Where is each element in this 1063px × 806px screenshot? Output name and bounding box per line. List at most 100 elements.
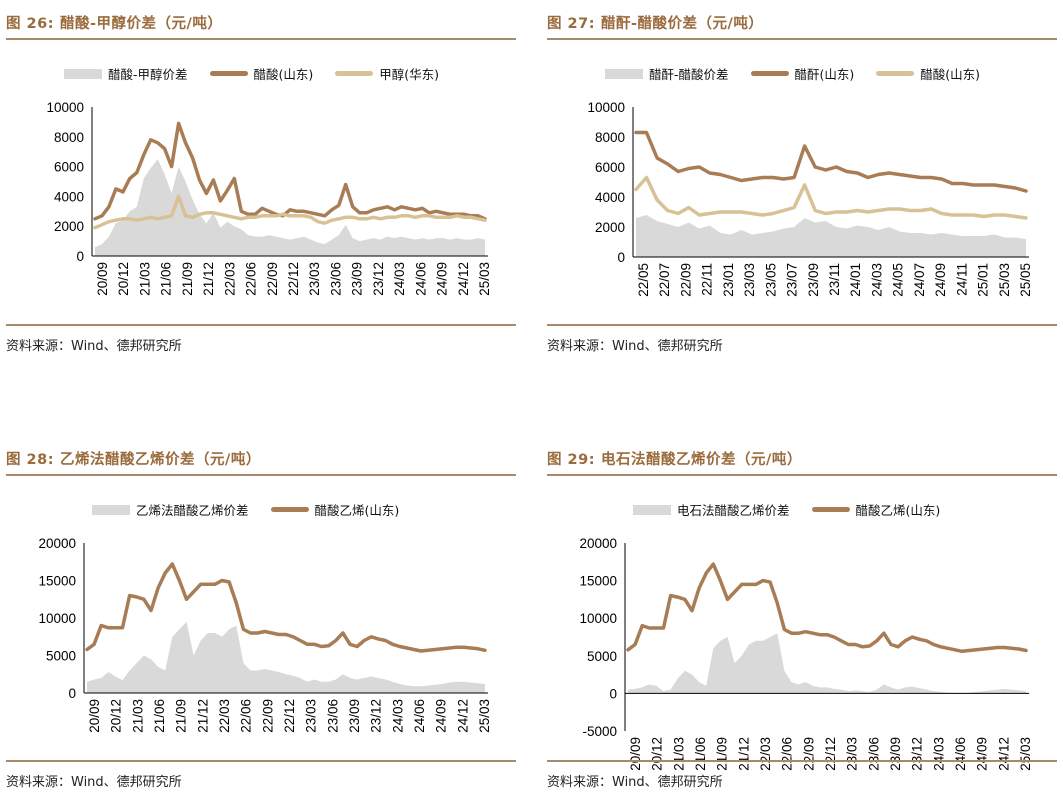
x-tick-label: 21/12	[195, 699, 210, 733]
figure-number: 图 29:	[547, 452, 596, 468]
legend-swatch	[811, 507, 850, 512]
x-tick-label: 24/09	[975, 737, 990, 771]
x-tick-label: 24/03	[390, 699, 405, 733]
series-area-醋酸-甲醇价差	[95, 159, 485, 256]
bottom-rule	[6, 760, 516, 762]
x-tick-label: 22/11	[700, 263, 715, 296]
legend-label: 电石法醋酸乙烯价差	[677, 503, 790, 518]
legend-label: 醋酸-甲醇价差	[108, 67, 188, 82]
x-tick-label: 25/03	[477, 699, 492, 733]
x-tick-label: 21/03	[137, 262, 152, 296]
x-tick-label: 25/03	[1018, 737, 1033, 771]
legend-label: 乙烯法醋酸乙烯价差	[136, 503, 249, 518]
x-tick-label: 20/09	[628, 737, 643, 771]
figure-title: 图 28: 乙烯法醋酸乙烯价差（元/吨）	[6, 448, 261, 469]
y-tick-label: 0	[68, 686, 76, 701]
x-tick-label: 21/06	[693, 737, 708, 771]
x-tick-label: 24/12	[996, 737, 1011, 771]
x-tick-label: 22/05	[636, 263, 651, 297]
x-tick-label: 23/07	[785, 263, 800, 297]
legend-item: 醋酐-醋酸价差	[605, 64, 729, 83]
figure-caption: 电石法醋酸乙烯价差（元/吨）	[601, 452, 802, 468]
figure-caption: 醋酐-醋酸价差（元/吨）	[601, 16, 764, 32]
legend-swatch	[750, 71, 789, 76]
x-tick-label: 21/06	[152, 699, 167, 733]
x-tick-label: 20/12	[109, 699, 124, 733]
x-tick-label: 24/12	[456, 262, 471, 296]
x-tick-label: 22/06	[780, 737, 795, 771]
x-tick-label: 22/03	[217, 699, 232, 733]
x-tick-label: 20/12	[116, 262, 131, 296]
top-rule	[547, 38, 1057, 40]
y-tick-label: 4000	[595, 190, 625, 205]
x-tick-label: 24/09	[434, 699, 449, 733]
x-tick-label: 22/03	[758, 737, 773, 771]
legend-label: 醋酸乙烯(山东)	[855, 503, 941, 518]
y-tick-label: 10000	[587, 100, 625, 115]
x-tick-label: 21/03	[671, 737, 686, 771]
legend-item: 甲醇(华东)	[335, 64, 439, 83]
x-tick-label: 23/12	[369, 699, 384, 733]
legend-swatch	[92, 504, 130, 515]
chart-legend: 电石法醋酸乙烯价差 醋酸乙烯(山东)	[633, 500, 962, 519]
figure-panel-28: 图 28: 乙烯法醋酸乙烯价差（元/吨） 乙烯法醋酸乙烯价差 醋酸乙烯(山东) 0 5…	[6, 436, 516, 806]
x-tick-label: 23/12	[371, 262, 386, 296]
x-tick-label: 23/01	[721, 263, 736, 297]
series-line-甲醇(华东)	[93, 194, 487, 230]
series-line-醋酸(山东)	[93, 121, 487, 221]
legend-item: 醋酸-甲醇价差	[64, 64, 188, 83]
chart-legend: 醋酸-甲醇价差 醋酸(山东) 甲醇(华东)	[64, 64, 461, 83]
y-tick-label: 5000	[587, 649, 617, 664]
x-tick-label: 24/11	[954, 263, 969, 296]
legend-swatch	[876, 71, 915, 76]
x-tick-label: 20/09	[87, 699, 102, 733]
y-tick-label: 6000	[54, 160, 84, 175]
x-tick-label: 23/06	[866, 737, 881, 771]
legend-swatch	[64, 68, 102, 79]
x-tick-label: 22/03	[222, 262, 237, 296]
legend-swatch	[270, 507, 309, 512]
y-tick-label: 0	[609, 686, 617, 701]
x-tick-label: 24/06	[413, 262, 428, 296]
y-tick-label: 2000	[595, 220, 625, 235]
x-tick-label: 23/03	[304, 699, 319, 733]
x-tick-label: 23/09	[888, 737, 903, 771]
x-tick-label: 22/09	[260, 699, 275, 733]
y-tick-label: 8000	[595, 130, 625, 145]
x-tick-label: 22/09	[801, 737, 816, 771]
chart-legend: 乙烯法醋酸乙烯价差 醋酸乙烯(山东)	[92, 500, 421, 519]
y-tick-label: 20000	[38, 536, 76, 551]
x-tick-label: 24/03	[931, 737, 946, 771]
figure-caption: 醋酸-甲醇价差（元/吨）	[60, 16, 223, 32]
legend-swatch	[633, 504, 671, 515]
x-tick-label: 23/03	[742, 263, 757, 297]
top-rule	[547, 474, 1057, 476]
x-tick-label: 22/06	[239, 699, 254, 733]
x-tick-label: 23/06	[328, 262, 343, 296]
legend-label: 醋酐-醋酸价差	[649, 67, 729, 82]
y-tick-label: 0	[76, 249, 84, 264]
figure-panel-29: 图 29: 电石法醋酸乙烯价差（元/吨） 电石法醋酸乙烯价差 醋酸乙烯(山东) -5…	[547, 436, 1057, 806]
legend-swatch	[209, 71, 248, 76]
x-tick-label: 21/06	[159, 262, 174, 296]
legend-item: 醋酸(山东)	[876, 64, 980, 83]
x-tick-label: 21/09	[174, 699, 189, 733]
legend-label: 醋酸(山东)	[920, 67, 981, 82]
x-tick-label: 24/05	[891, 263, 906, 297]
x-tick-label: 23/11	[827, 263, 842, 296]
x-tick-label: 22/06	[244, 262, 259, 296]
figure-number: 图 28:	[6, 452, 55, 468]
series-line-醋酸乙烯(山东)	[85, 562, 487, 653]
x-tick-label: 24/03	[392, 262, 407, 296]
legend-item: 乙烯法醋酸乙烯价差	[92, 500, 249, 519]
x-tick-label: 21/09	[180, 262, 195, 296]
x-tick-label: 24/09	[933, 263, 948, 297]
y-tick-label: 20000	[579, 536, 617, 551]
chart-26: 0 2000 4000 6000 8000 10000 20/09 20/12 21/03 21/…	[46, 100, 492, 296]
legend-item: 醋酸乙烯(山东)	[270, 500, 399, 519]
x-tick-label: 21/09	[715, 737, 730, 771]
x-tick-label: 25/03	[477, 262, 492, 296]
top-rule	[6, 38, 516, 40]
y-tick-label: 4000	[54, 189, 84, 204]
